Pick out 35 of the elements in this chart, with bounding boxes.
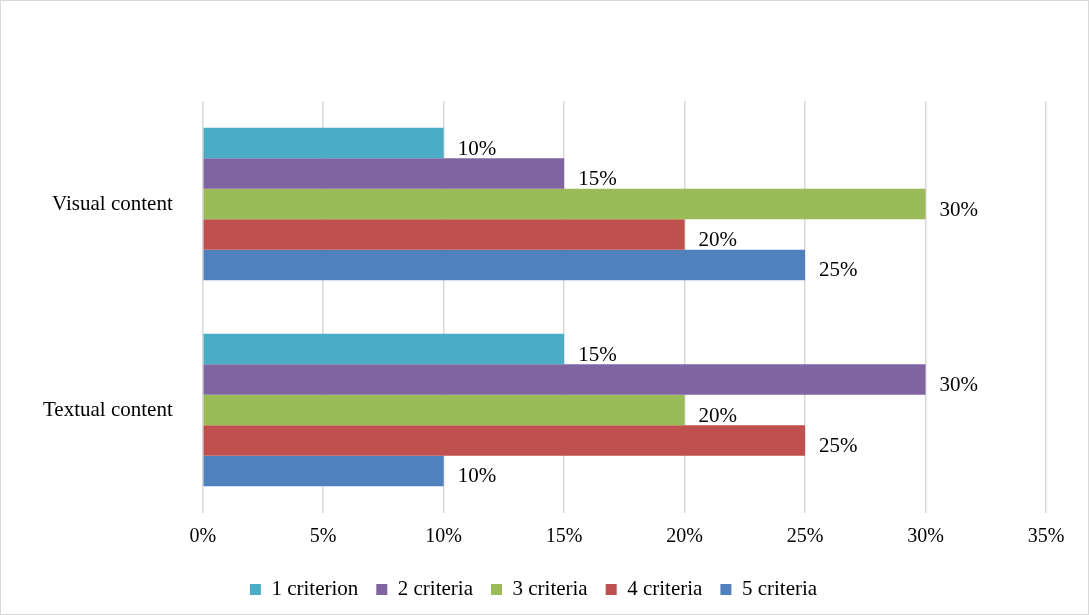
- bar: [203, 188, 926, 220]
- y-tick-label: Textual content: [43, 396, 173, 421]
- data-label: 20%: [698, 402, 738, 427]
- bar: [203, 219, 685, 250]
- x-tick-label: 0%: [189, 524, 217, 547]
- x-tick-label: 30%: [907, 524, 944, 547]
- bar: [203, 127, 444, 159]
- bar: [203, 394, 685, 426]
- x-tick-label: 25%: [786, 524, 824, 547]
- data-label: 10%: [457, 135, 497, 160]
- legend-label: 2 criteria: [397, 576, 474, 601]
- legend-label: 1 criterion: [271, 576, 359, 601]
- legend-label: 3 criteria: [512, 576, 589, 601]
- x-tick-label: 15%: [545, 524, 583, 547]
- y-tick-label: Visual content: [52, 190, 173, 215]
- data-label: 25%: [819, 257, 858, 282]
- x-tick-label: 10%: [425, 524, 462, 547]
- data-label: 30%: [939, 196, 979, 221]
- legend-label: 4 criteria: [627, 576, 704, 601]
- bar: [203, 333, 565, 365]
- bar: [203, 364, 926, 395]
- bar: [203, 425, 806, 456]
- bar: [203, 158, 565, 189]
- data-label: 10%: [457, 463, 497, 488]
- bar: [203, 455, 444, 487]
- data-label: 15%: [578, 166, 617, 191]
- legend-label: 5 criteria: [741, 576, 818, 601]
- data-label: 20%: [698, 227, 738, 251]
- x-tick-label: 5%: [309, 524, 337, 547]
- x-tick-label: 20%: [666, 524, 703, 547]
- x-tick-label: 35%: [1027, 524, 1065, 547]
- data-label: 25%: [819, 433, 858, 457]
- data-label: 15%: [578, 341, 617, 366]
- data-label: 30%: [939, 372, 979, 397]
- bar: [203, 249, 806, 281]
